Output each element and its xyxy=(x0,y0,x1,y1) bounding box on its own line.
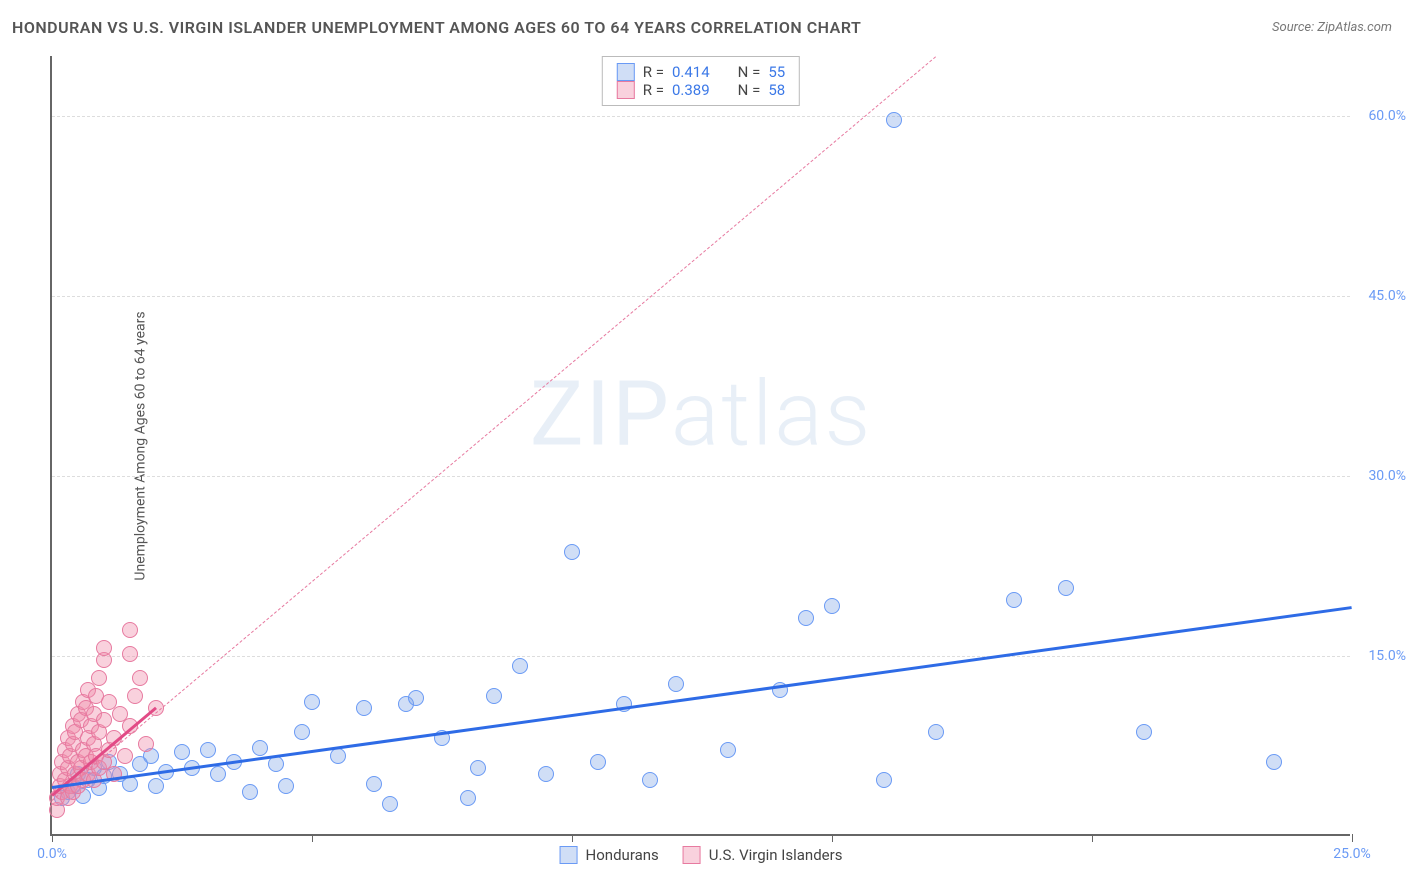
data-point-honduran xyxy=(1006,592,1022,608)
n-label: N = xyxy=(738,81,761,99)
legend-row-hondurans: R = 0.414 N = 55 xyxy=(617,63,785,81)
data-point-honduran xyxy=(366,776,382,792)
data-point-honduran xyxy=(876,772,892,788)
data-point-honduran xyxy=(1058,580,1074,596)
watermark-bold: ZIP xyxy=(530,361,671,466)
r-value-hondurans: 0.414 xyxy=(672,63,710,81)
x-tick xyxy=(312,834,313,842)
data-point-usvi xyxy=(138,736,154,752)
r-label: R = xyxy=(643,63,664,81)
swatch-usvi xyxy=(683,846,701,864)
y-tick-label: 30.0% xyxy=(1356,468,1406,484)
n-value-hondurans: 55 xyxy=(768,63,785,81)
data-point-usvi xyxy=(96,712,112,728)
r-label: R = xyxy=(643,81,664,99)
legend-row-usvi: R = 0.389 N = 58 xyxy=(617,81,785,99)
swatch-hondurans xyxy=(617,63,635,81)
watermark-thin: atlas xyxy=(671,361,872,466)
data-point-honduran xyxy=(200,742,216,758)
data-point-honduran xyxy=(642,772,658,788)
r-value-usvi: 0.389 xyxy=(672,81,710,99)
gridline xyxy=(52,116,1350,117)
watermark: ZIPatlas xyxy=(530,361,872,466)
data-point-honduran xyxy=(486,688,502,704)
y-tick-label: 45.0% xyxy=(1356,288,1406,304)
data-point-honduran xyxy=(1136,724,1152,740)
swatch-hondurans xyxy=(560,846,578,864)
data-point-honduran xyxy=(928,724,944,740)
data-point-honduran xyxy=(330,748,346,764)
data-point-honduran xyxy=(824,598,840,614)
legend-item-hondurans: Hondurans xyxy=(560,846,659,864)
x-tick-label: 0.0% xyxy=(37,846,67,862)
data-point-honduran xyxy=(304,694,320,710)
data-point-honduran xyxy=(886,112,902,128)
data-point-usvi xyxy=(122,622,138,638)
data-point-usvi xyxy=(127,688,143,704)
data-point-honduran xyxy=(1266,754,1282,770)
data-point-usvi xyxy=(117,748,133,764)
data-point-honduran xyxy=(382,796,398,812)
legend-item-usvi: U.S. Virgin Islanders xyxy=(683,846,843,864)
data-point-honduran xyxy=(294,724,310,740)
gridline xyxy=(52,476,1350,477)
data-point-usvi xyxy=(91,670,107,686)
data-point-honduran xyxy=(720,742,736,758)
swatch-usvi xyxy=(617,81,635,99)
x-tick xyxy=(832,834,833,842)
data-point-honduran xyxy=(278,778,294,794)
data-point-honduran xyxy=(210,766,226,782)
data-point-honduran xyxy=(148,778,164,794)
series-legend: Hondurans U.S. Virgin Islanders xyxy=(560,846,843,864)
data-point-honduran xyxy=(460,790,476,806)
data-point-honduran xyxy=(252,740,268,756)
trend-line xyxy=(52,606,1352,789)
legend-label-hondurans: Hondurans xyxy=(586,846,659,864)
n-label: N = xyxy=(738,63,761,81)
data-point-honduran xyxy=(512,658,528,674)
correlation-legend: R = 0.414 N = 55 R = 0.389 N = 58 xyxy=(602,56,800,106)
data-point-honduran xyxy=(174,744,190,760)
x-tick xyxy=(572,834,573,842)
data-point-honduran xyxy=(470,760,486,776)
x-tick xyxy=(1352,834,1353,842)
data-point-honduran xyxy=(356,700,372,716)
x-tick-label: 25.0% xyxy=(1333,846,1371,862)
source-attribution: Source: ZipAtlas.com xyxy=(1272,20,1392,35)
x-tick xyxy=(1092,834,1093,842)
data-point-usvi xyxy=(132,670,148,686)
data-point-honduran xyxy=(538,766,554,782)
scatter-plot-area: ZIPatlas R = 0.414 N = 55 R = 0.389 N = … xyxy=(50,56,1350,836)
data-point-usvi xyxy=(122,646,138,662)
chart-title: HONDURAN VS U.S. VIRGIN ISLANDER UNEMPLO… xyxy=(12,18,861,37)
gridline xyxy=(52,656,1350,657)
y-tick-label: 15.0% xyxy=(1356,648,1406,664)
legend-label-usvi: U.S. Virgin Islanders xyxy=(709,846,843,864)
data-point-honduran xyxy=(798,610,814,626)
gridline xyxy=(52,296,1350,297)
x-tick xyxy=(52,834,53,842)
data-point-honduran xyxy=(668,676,684,692)
data-point-honduran xyxy=(242,784,258,800)
data-point-honduran xyxy=(590,754,606,770)
data-point-honduran xyxy=(408,690,424,706)
data-point-usvi xyxy=(96,640,112,656)
y-tick-label: 60.0% xyxy=(1356,108,1406,124)
n-value-usvi: 58 xyxy=(768,81,785,99)
data-point-honduran xyxy=(564,544,580,560)
